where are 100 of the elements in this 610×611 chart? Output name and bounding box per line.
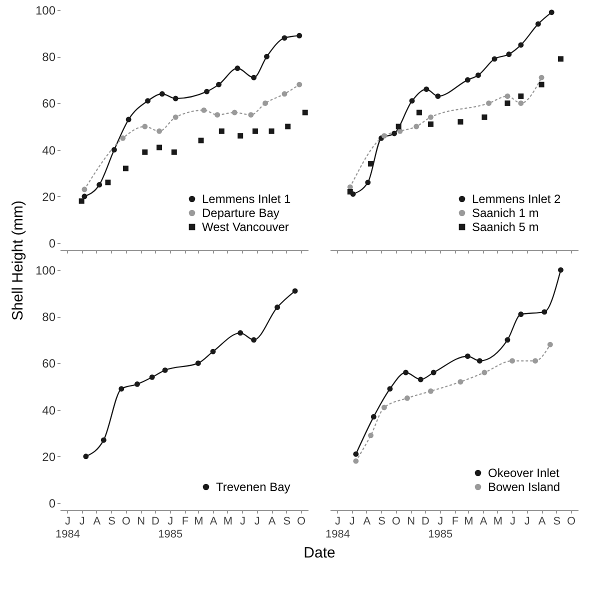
point (396, 124, 402, 130)
point (201, 107, 207, 113)
y-tick-label: 80 (42, 50, 56, 64)
legend-label: Bowen Island (488, 480, 560, 494)
point (216, 82, 222, 88)
point (171, 149, 177, 155)
point (418, 376, 424, 382)
x-tick-label: J 1985 (428, 516, 453, 540)
point (172, 114, 178, 120)
y-tick-label: 20 (42, 450, 56, 464)
point (353, 458, 359, 464)
legend-label: West Vancouver (202, 220, 289, 234)
point (118, 386, 124, 392)
point (368, 432, 374, 438)
x-tick-label: J 1984 (55, 516, 80, 540)
legend-label: Saanich 5 m (472, 220, 539, 234)
point (482, 370, 488, 376)
point (486, 100, 492, 106)
point (292, 288, 298, 294)
x-tick-label: O (567, 516, 576, 528)
point (547, 342, 553, 348)
y-tick-label: 40 (42, 403, 56, 418)
y-axis-title: Shell Height (mm) (9, 200, 26, 321)
point (403, 370, 409, 376)
point (82, 194, 88, 200)
x-tick-label: A (268, 516, 276, 528)
point (268, 128, 274, 134)
x-tick-label: S (283, 516, 291, 528)
x-tick-label: M (194, 516, 204, 528)
y-tick-label: 100 (35, 4, 56, 18)
point (430, 370, 436, 376)
point (518, 93, 524, 99)
point (78, 198, 84, 204)
x-tick-label: J (349, 516, 355, 528)
point (142, 149, 148, 155)
point (126, 116, 132, 122)
x-tick-label: A (93, 516, 102, 528)
x-tick-label: S (378, 516, 386, 528)
x-tick-label: O (392, 516, 401, 528)
point (83, 454, 89, 460)
x-tick-label: A (538, 516, 546, 528)
point (195, 360, 201, 366)
point (347, 189, 353, 194)
point (274, 304, 280, 310)
y-tick-label: 20 (42, 190, 56, 204)
y-tick-label: 0 (48, 236, 56, 251)
point (296, 32, 302, 38)
x-tick-label: A (210, 516, 218, 528)
x-tick-label: D (422, 516, 430, 528)
x-tick-label: S (553, 516, 561, 528)
point (518, 312, 524, 318)
point (518, 42, 524, 48)
point (558, 56, 564, 62)
x-tick-label: F (452, 516, 459, 528)
x-tick-label: N (137, 516, 146, 528)
point (538, 74, 544, 80)
x-tick-label: J (254, 516, 260, 528)
x-tick-label: J 1984 (325, 516, 350, 540)
legend-label: Trevenen Bay (216, 480, 290, 494)
point (122, 166, 128, 172)
point (535, 21, 541, 27)
point (353, 451, 359, 457)
x-tick-label: O (122, 516, 131, 528)
point (476, 358, 482, 364)
legend-label: Okeover Inlet (488, 466, 560, 480)
point (282, 35, 288, 41)
x-tick-label: J (524, 516, 530, 528)
point (381, 404, 387, 410)
point (156, 144, 162, 150)
point (232, 110, 238, 116)
point (542, 309, 548, 315)
point (159, 91, 165, 97)
point (538, 82, 544, 88)
point (370, 414, 376, 420)
point (504, 100, 510, 106)
point (464, 77, 470, 83)
point (111, 147, 117, 153)
x-tick-label: J (510, 516, 516, 528)
point (464, 353, 470, 359)
point (458, 379, 464, 385)
point (210, 348, 216, 354)
legend-label: Departure Bay (202, 206, 280, 220)
x-tick-label: S (108, 516, 116, 528)
point (558, 267, 564, 273)
point (548, 10, 554, 16)
point (105, 180, 111, 186)
point (506, 52, 512, 58)
legend-label: Lemmens Inlet 1 (202, 192, 292, 206)
point (264, 54, 270, 60)
point (149, 374, 155, 380)
point (475, 72, 481, 78)
point (397, 128, 403, 134)
x-tick-label: M (464, 516, 474, 528)
point (145, 98, 151, 104)
x-tick-label: M (223, 516, 232, 528)
y-tick-label: 100 (35, 264, 56, 278)
legend-label: Saanich 1 m (472, 206, 539, 220)
point (251, 337, 257, 343)
point (262, 100, 268, 106)
point (482, 114, 488, 120)
